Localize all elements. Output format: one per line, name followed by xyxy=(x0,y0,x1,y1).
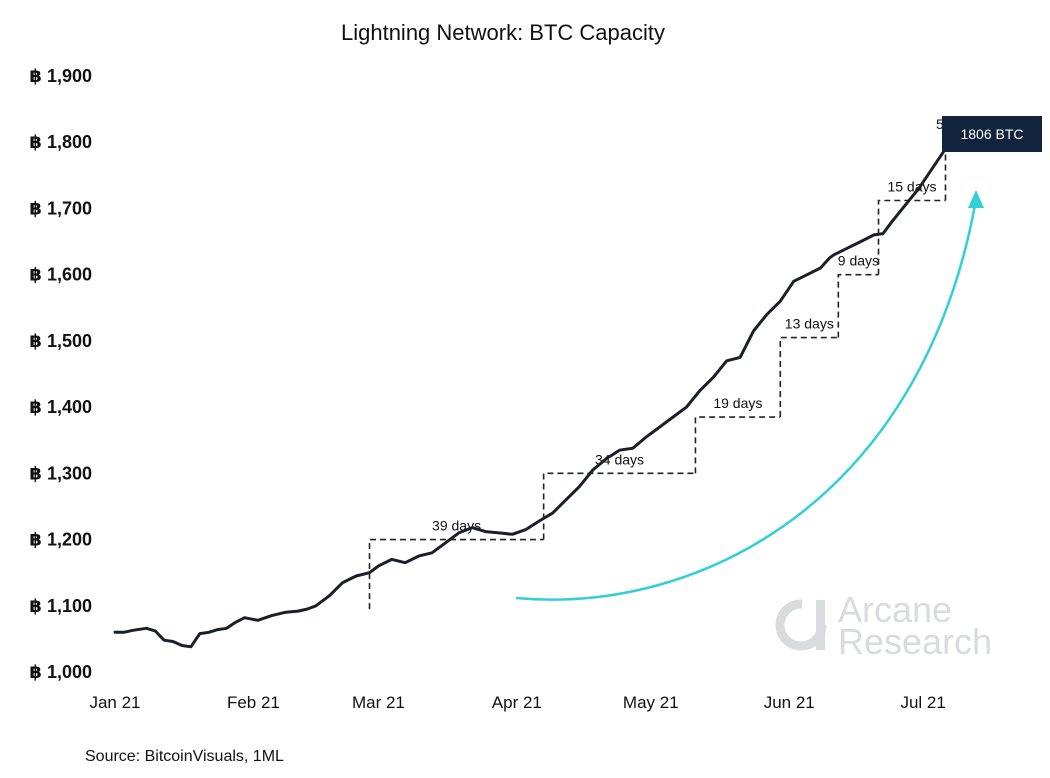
y-tick-label: ฿ 1,500 xyxy=(29,331,92,351)
watermark: Arcane Research xyxy=(775,589,992,662)
callout-label: 1806 BTC xyxy=(960,126,1023,142)
step-annotation-label: 39 days xyxy=(432,518,481,534)
y-tick-label: ฿ 1,100 xyxy=(29,596,92,616)
series-line xyxy=(113,136,997,649)
annotations: 39 days 34 days 19 days 13 days 9 days 15 day… xyxy=(368,116,977,610)
y-tick-label: ฿ 1,800 xyxy=(29,132,92,152)
arcane-logo-icon xyxy=(775,599,827,651)
y-tick-label: ฿ 1,900 xyxy=(29,66,92,86)
x-tick-label: Jan 21 xyxy=(89,693,140,712)
step-annotation-label: 15 days xyxy=(887,178,936,194)
x-tick-label: Feb 21 xyxy=(227,693,280,712)
y-tick-label: ฿ 1,400 xyxy=(29,397,92,417)
x-tick-label: Apr 21 xyxy=(492,693,542,712)
step-annotation-line xyxy=(542,472,696,540)
step-annotation-line xyxy=(694,416,781,474)
source-note: Source: BitcoinVisuals, 1ML xyxy=(85,748,284,765)
watermark-line-2: Research xyxy=(838,621,992,662)
step-annotation-label: 13 days xyxy=(785,316,834,332)
step-annotation-line xyxy=(837,273,879,338)
step-annotation-line xyxy=(368,538,544,610)
x-tick-label: Mar 21 xyxy=(352,693,405,712)
trend-arrow-head-icon xyxy=(968,190,984,208)
step-annotation-label: 19 days xyxy=(713,395,762,411)
step-annotation-label: 9 days xyxy=(838,253,879,269)
y-tick-label: ฿ 1,200 xyxy=(29,530,92,550)
y-tick-label: ฿ 1,600 xyxy=(29,265,92,285)
y-axis: ฿ 1,000 ฿ 1,100 ฿ 1,200 ฿ 1,300 ฿ 1,400 ฿ 1,5… xyxy=(29,66,92,682)
callout-box xyxy=(942,116,1042,152)
trend-arrow xyxy=(515,204,977,601)
y-tick-label: ฿ 1,300 xyxy=(29,463,92,483)
y-tick-label: ฿ 1,700 xyxy=(29,198,92,218)
callout: 1806 BTC xyxy=(942,116,1042,152)
chart-title: Lightning Network: BTC Capacity xyxy=(341,20,665,45)
step-annotation-line xyxy=(779,336,839,418)
step-annotation-line xyxy=(877,199,946,275)
x-tick-label: Jun 21 xyxy=(764,693,815,712)
x-axis: Jan 21 Feb 21 Mar 21 Apr 21 May 21 Jun 21 Jul … xyxy=(89,693,945,712)
y-tick-label: ฿ 1,000 xyxy=(29,662,92,682)
watermark-line-1: Arcane xyxy=(838,589,952,630)
x-tick-label: Jul 21 xyxy=(900,693,945,712)
step-annotation-label: 34 days xyxy=(595,451,644,467)
x-tick-label: May 21 xyxy=(623,693,679,712)
